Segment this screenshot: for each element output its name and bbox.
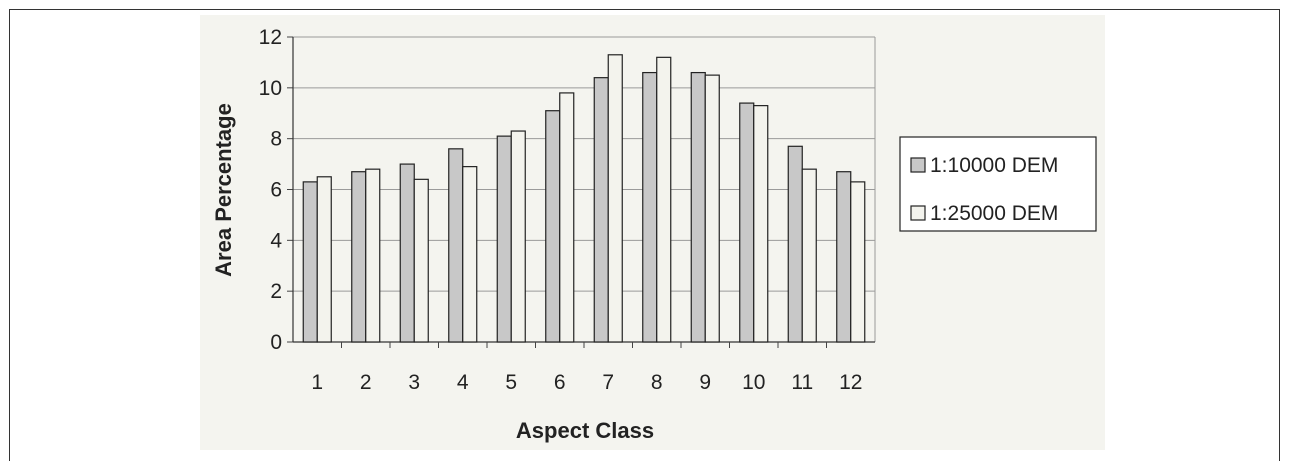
legend-box bbox=[899, 136, 1097, 232]
bar-dem10000-class-12 bbox=[836, 171, 852, 343]
bar-dem10000-class-3 bbox=[399, 163, 415, 343]
x-tick-label: 12 bbox=[839, 371, 862, 394]
x-tick-label: 4 bbox=[457, 371, 469, 394]
legend-swatch-dem25000 bbox=[910, 205, 926, 221]
figure-frame bbox=[9, 9, 1280, 461]
legend-label-dem25000: 1:25000 DEM bbox=[930, 202, 1058, 225]
bar-dem25000-class-7 bbox=[607, 54, 623, 343]
x-tick-label: 3 bbox=[408, 371, 420, 394]
y-axis-title: Area Percentage bbox=[211, 103, 236, 277]
bar-dem10000-class-5 bbox=[496, 135, 512, 343]
bar-dem25000-class-2 bbox=[365, 168, 381, 343]
bar-dem25000-class-4 bbox=[462, 166, 478, 343]
x-tick-label: 7 bbox=[602, 371, 614, 394]
bar-dem25000-class-6 bbox=[559, 92, 575, 343]
y-tick-label: 0 bbox=[270, 331, 282, 354]
bar-dem10000-class-9 bbox=[690, 71, 706, 343]
bar-dem25000-class-9 bbox=[704, 74, 720, 343]
x-tick-label: 9 bbox=[699, 371, 711, 394]
legend-swatch-dem10000 bbox=[910, 157, 926, 173]
y-tick-label: 12 bbox=[259, 26, 282, 49]
x-tick-label: 11 bbox=[791, 371, 813, 394]
x-tick-label: 6 bbox=[554, 371, 566, 394]
x-tick-label: 8 bbox=[651, 371, 663, 394]
y-tick-label: 6 bbox=[270, 179, 282, 202]
bar-dem25000-class-3 bbox=[413, 178, 429, 343]
bar-dem25000-class-11 bbox=[801, 168, 817, 343]
bar-dem10000-class-4 bbox=[448, 148, 464, 343]
x-tick-label: 10 bbox=[742, 371, 765, 394]
y-tick-label: 8 bbox=[270, 128, 282, 151]
legend-label-dem10000: 1:10000 DEM bbox=[930, 154, 1058, 177]
bar-dem10000-class-6 bbox=[545, 110, 561, 343]
bar-dem10000-class-2 bbox=[351, 171, 367, 343]
bar-dem10000-class-11 bbox=[787, 145, 803, 343]
y-tick-label: 2 bbox=[270, 280, 282, 303]
bar-dem10000-class-8 bbox=[642, 71, 658, 343]
x-tick-label: 1 bbox=[311, 371, 323, 394]
bar-dem25000-class-1 bbox=[316, 176, 332, 343]
bar-dem25000-class-10 bbox=[753, 105, 769, 343]
bar-dem25000-class-12 bbox=[850, 181, 866, 343]
x-tick-label: 2 bbox=[360, 371, 372, 394]
x-axis-title: Aspect Class bbox=[516, 418, 654, 443]
bar-dem10000-class-10 bbox=[739, 102, 755, 343]
bar-dem10000-class-7 bbox=[593, 77, 609, 343]
bar-dem10000-class-1 bbox=[302, 181, 318, 343]
legend: 1:10000 DEM 1:25000 DEM bbox=[899, 136, 1097, 232]
y-tick-label: 4 bbox=[270, 229, 282, 252]
x-tick-label: 5 bbox=[505, 371, 517, 394]
bar-dem25000-class-8 bbox=[656, 56, 672, 343]
y-tick-label: 10 bbox=[259, 77, 282, 100]
bar-dem25000-class-5 bbox=[510, 130, 526, 343]
